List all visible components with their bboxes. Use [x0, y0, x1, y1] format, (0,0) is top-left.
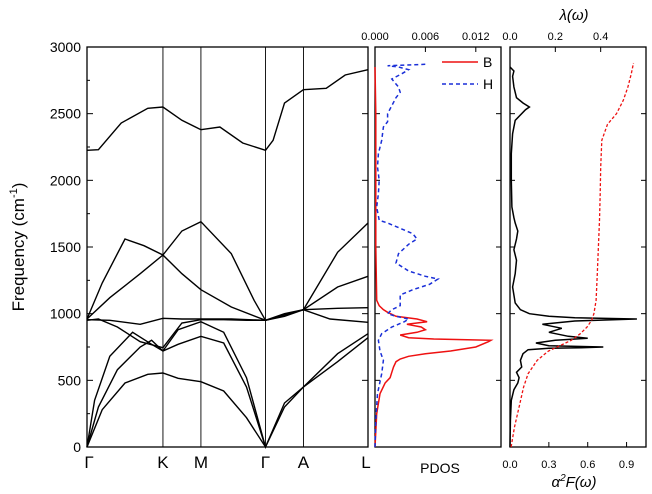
band-x-tick-label-4: A	[298, 453, 310, 472]
pdos-x-tick-label-2: 0.012	[462, 31, 490, 43]
band-y-axis-label-main: Frequency (cm	[9, 198, 28, 311]
pdos-x-tick-label-1: 0.006	[412, 31, 440, 43]
band-y-tick-label-1: 500	[58, 372, 82, 388]
band-x-tick-label-0: Γ	[84, 453, 93, 472]
eliashberg-curve-lambda	[510, 62, 635, 448]
pdos-curves	[374, 63, 494, 448]
band-acoustic-1	[86, 337, 369, 449]
pdos-y-ticks	[375, 46, 501, 448]
band-acoustic-3	[86, 320, 267, 448]
phonon-bands	[86, 69, 369, 449]
band-y-tick-label-5: 2500	[50, 106, 81, 122]
band-y-tick-label-3: 1500	[50, 239, 81, 255]
band-y-axis-label: Frequency (cm-1)	[8, 183, 28, 312]
a2f-label-alpha: α	[552, 474, 561, 491]
a2f-label-rest: F(ω)	[566, 474, 597, 491]
band-y-tick-label-6: 3000	[50, 39, 81, 55]
band-x-tick-label-1: K	[157, 453, 169, 472]
band-structure-panel: 0 500 1000 1500 2000 2500 3000 Γ K M Γ A L Frequenc…	[8, 39, 371, 472]
pdos-panel: 0.000 0.006 0.012 PDOS B H	[361, 31, 502, 476]
pdos-frame	[374, 46, 502, 448]
band-optical-5	[86, 69, 369, 152]
a2f-x-axis: 0.0 0.3 0.6 0.9	[502, 442, 634, 471]
high-symmetry-lines	[162, 47, 304, 447]
lambda-x-axis-label: λ(ω)	[558, 7, 588, 24]
lambda-x-tick-label-1: 0.2	[548, 31, 563, 43]
eliashberg-curves	[509, 62, 637, 448]
band-y-tick-label-2: 1000	[50, 306, 81, 322]
lambda-x-tick-label-2: 0.4	[593, 31, 608, 43]
pdos-legend: B H	[442, 54, 493, 92]
band-y-axis-label-sup: -1	[8, 188, 20, 198]
legend-b-label: B	[483, 54, 492, 70]
band-optical-1	[86, 308, 369, 349]
a2f-x-tick-label-3: 0.9	[619, 459, 634, 471]
lambda-x-tick-label-0: 0.0	[502, 31, 517, 43]
lambda-x-axis: 0.0 0.2 0.4	[502, 31, 647, 52]
pdos-x-axis-label: PDOS	[420, 460, 460, 476]
a2f-x-tick-label-0: 0.0	[502, 459, 517, 471]
a2f-x-tick-label-2: 0.6	[580, 459, 595, 471]
band-y-tick-label-4: 2000	[50, 172, 81, 188]
pdos-x-axis: 0.000 0.006 0.012	[361, 31, 490, 52]
a2f-label-sup: 2	[559, 473, 566, 484]
band-structure-frame	[86, 46, 369, 448]
band-optical-4	[86, 220, 369, 322]
band-x-tick-label-2: M	[194, 453, 208, 472]
legend-h-label: H	[483, 76, 493, 92]
pdos-curve-H	[374, 63, 440, 448]
pdos-curve-B	[374, 66, 494, 448]
a2f-x-tick-label-1: 0.3	[541, 459, 556, 471]
band-y-axis-label-end: )	[9, 183, 28, 189]
band-y-tick-label-0: 0	[73, 439, 81, 455]
band-optical-2	[86, 307, 369, 326]
pdos-x-tick-label-0: 0.000	[361, 31, 389, 43]
band-x-tick-label-5: L	[361, 453, 370, 472]
eliashberg-panel: 0.0 0.3 0.6 0.9 0.0 0.2 0.4 α2F(ω) λ(ω)	[502, 7, 647, 491]
band-x-tick-label-3: Γ	[261, 453, 270, 472]
band-acoustic-2	[86, 333, 369, 449]
a2f-x-axis-label: α2F(ω)	[552, 473, 597, 491]
eliashberg-curve-a2F	[509, 66, 637, 448]
